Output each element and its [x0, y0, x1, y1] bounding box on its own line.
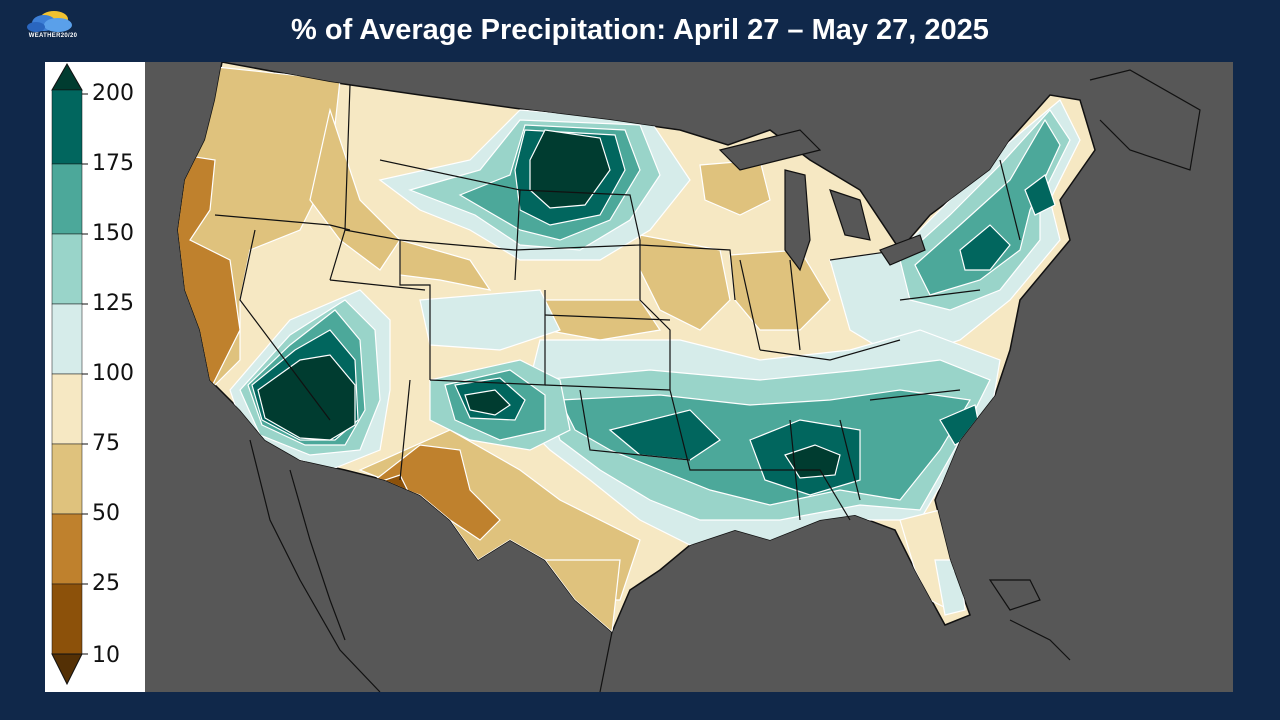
cloud-logo-icon	[27, 11, 72, 32]
legend-bin-175-200	[51, 89, 83, 165]
legend-tick-label: 10	[92, 643, 120, 668]
legend-arrow-bottom	[51, 653, 83, 686]
legend-bin-75-100	[51, 373, 83, 445]
state-boundaries	[214, 84, 1021, 521]
legend-bin-150-175	[51, 163, 83, 235]
neighbor-outlines	[249, 69, 1201, 692]
legend-tick-label: 100	[92, 361, 134, 386]
legend-bin-125-150	[51, 233, 83, 305]
legend-tick-label: 75	[92, 431, 120, 456]
page-title: % of Average Precipitation: April 27 – M…	[291, 14, 989, 46]
legend-tick-label: 50	[92, 501, 120, 526]
colorbar	[51, 62, 88, 686]
logo-text: WEATHER20/20	[28, 33, 78, 39]
legend-bin-10-25	[51, 583, 83, 655]
precipitation-map	[145, 62, 1233, 692]
map-svg	[177, 62, 1201, 692]
legend-bin-50-75	[51, 443, 83, 515]
color-legend	[45, 62, 145, 692]
legend-bin-100-125	[51, 303, 83, 375]
legend-tick-label: 200	[92, 81, 134, 106]
legend-tick-label: 150	[92, 221, 134, 246]
legend-tick-label: 25	[92, 571, 120, 596]
legend-bin-25-50	[51, 513, 83, 585]
legend-tick-label: 175	[92, 151, 134, 176]
great-lakes	[718, 129, 926, 272]
legend-arrow-top	[51, 62, 83, 91]
legend-tick-label: 125	[92, 291, 134, 316]
weather2020-logo: WEATHER20/20	[18, 6, 88, 46]
